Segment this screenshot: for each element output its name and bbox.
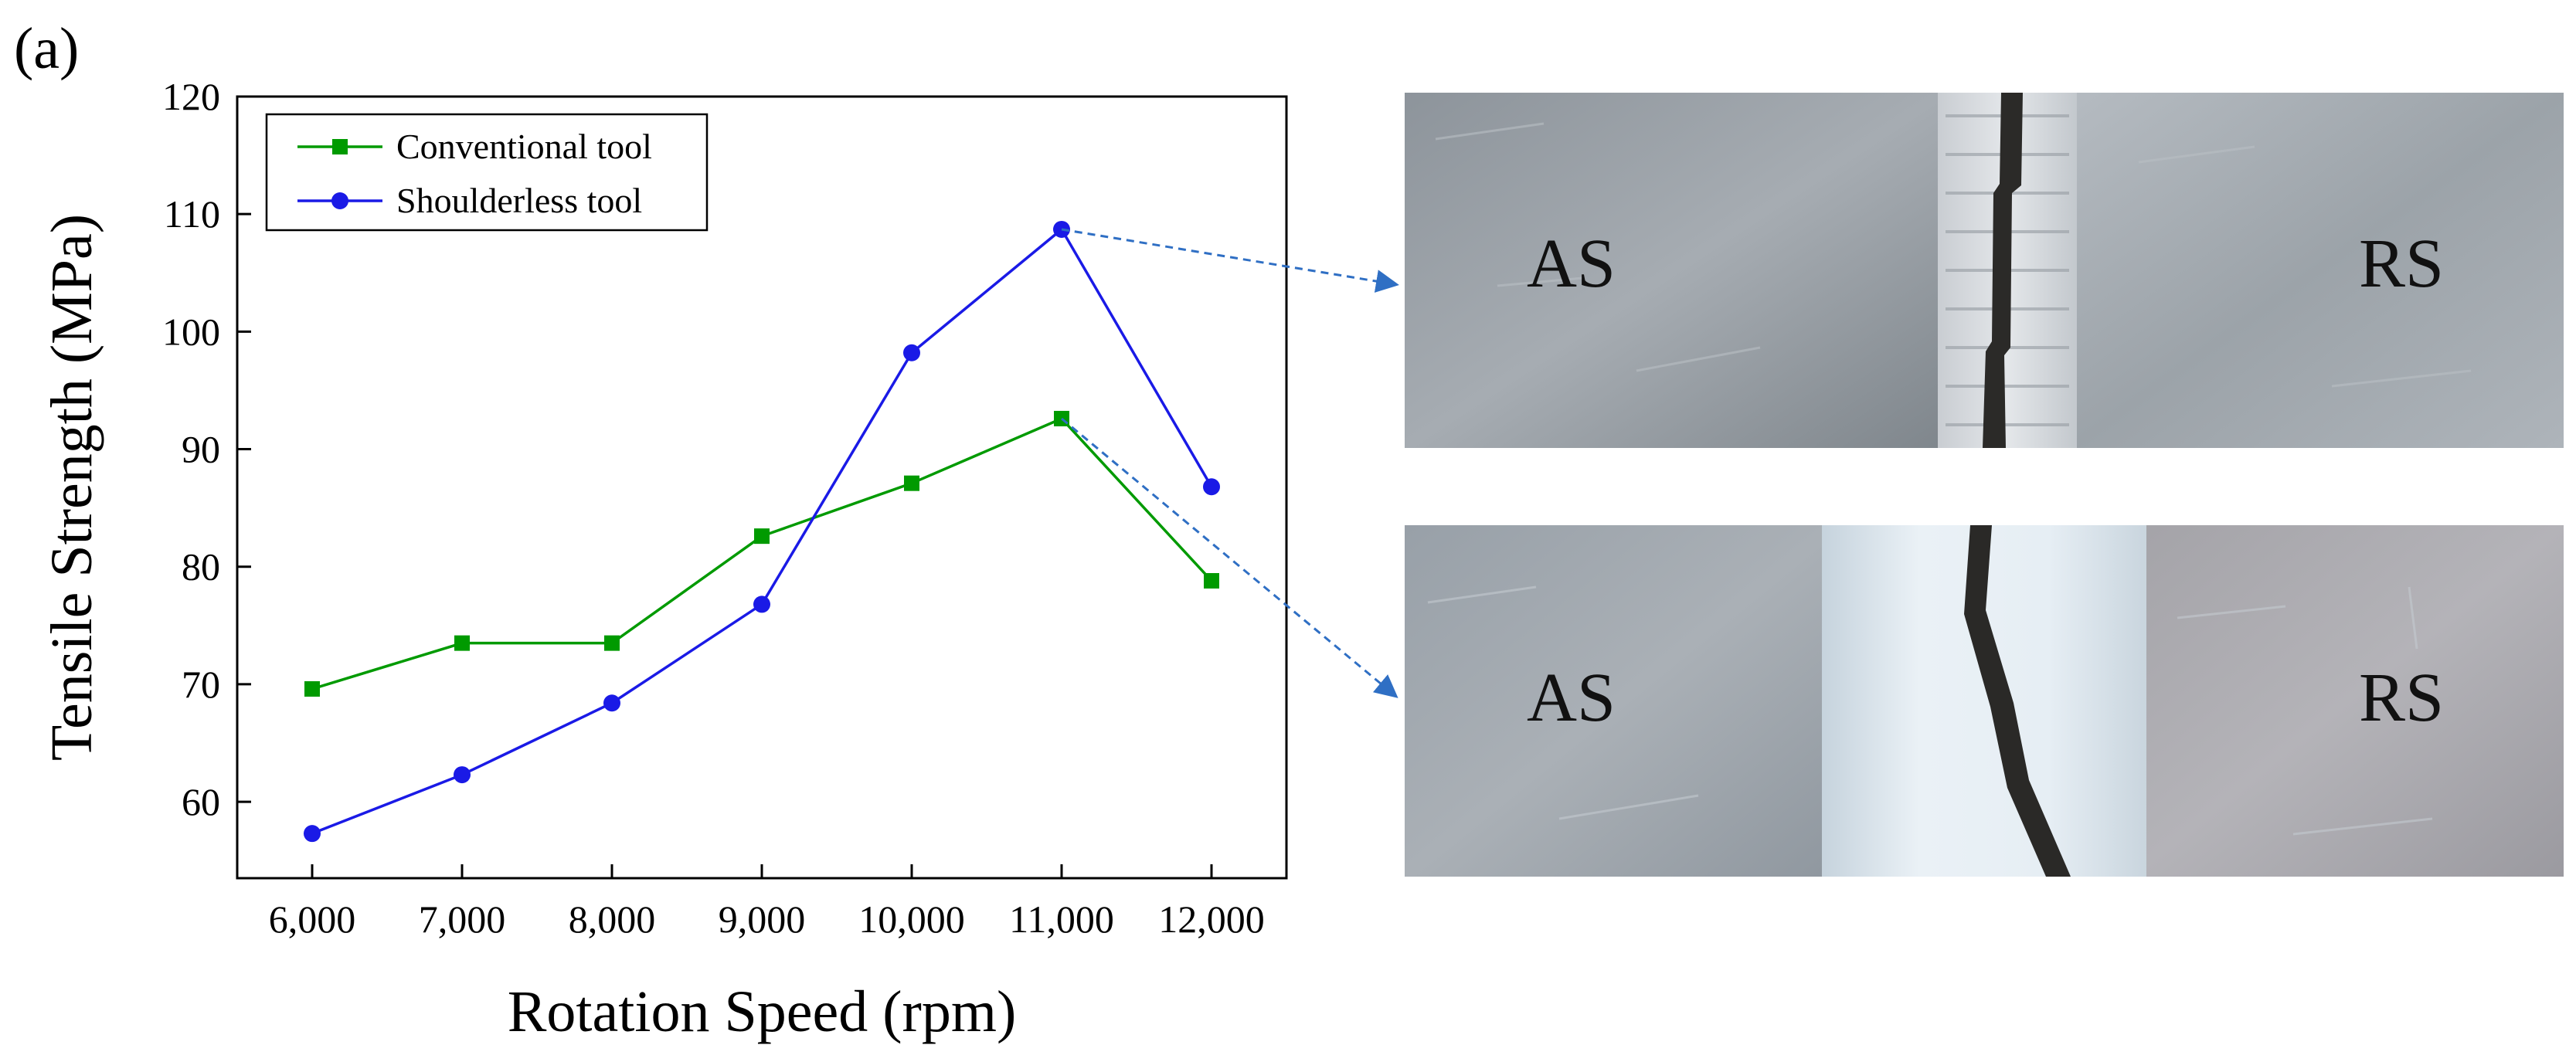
- legend-label: Conventional tool: [396, 127, 652, 166]
- data-point-conventional: [754, 528, 770, 545]
- y-tick-label: 70: [182, 663, 220, 706]
- y-tick-label: 60: [182, 780, 220, 823]
- arrow-to-bottom-photo: [1061, 417, 1398, 698]
- x-tick-label: 10,000: [858, 897, 965, 941]
- x-tick-label: 12,000: [1158, 897, 1265, 941]
- data-point-shoulderless: [603, 694, 620, 712]
- data-point-shoulderless: [454, 766, 471, 784]
- x-tick-label: 9,000: [719, 897, 806, 941]
- legend-marker-square: [332, 139, 348, 154]
- legend-box: [265, 113, 709, 232]
- y-tick-label: 120: [162, 75, 220, 118]
- legend-label: Shoulderless tool: [396, 181, 642, 220]
- legend-marker-circle: [331, 192, 348, 209]
- x-axis-label: Rotation Speed (rpm): [508, 979, 1017, 1044]
- x-tick-label: 11,000: [1009, 897, 1114, 941]
- series-line-conventional: [311, 416, 1213, 690]
- fracture-photo-bottom: AS RS: [1405, 525, 2564, 877]
- rs-label-top: RS: [2359, 226, 2445, 302]
- data-point-shoulderless: [903, 344, 920, 361]
- y-axis-label: Tensile Strength (MPa): [39, 214, 104, 761]
- x-tick-label: 8,000: [569, 897, 656, 941]
- y-tick-label: 80: [182, 545, 220, 589]
- y-tick-label: 90: [182, 428, 220, 471]
- x-tick-label: 7,000: [419, 897, 506, 941]
- data-point-shoulderless: [753, 595, 770, 613]
- panel-label: (a): [14, 16, 80, 81]
- as-label-top: AS: [1527, 226, 1616, 302]
- rs-label-bottom: RS: [2359, 660, 2445, 736]
- x-tick-label: 6,000: [269, 897, 356, 941]
- data-point-conventional: [304, 680, 320, 697]
- data-point-conventional: [604, 635, 620, 651]
- data-point-conventional: [1204, 572, 1219, 589]
- y-tick-label: 110: [164, 192, 220, 236]
- data-point-conventional: [454, 635, 470, 651]
- y-tick-label: 100: [162, 310, 220, 353]
- data-point-shoulderless: [1203, 478, 1220, 496]
- arrow-to-top-photo: [1061, 228, 1399, 293]
- fracture-photo-top: AS RS: [1405, 93, 2564, 448]
- data-point-shoulderless: [304, 825, 321, 843]
- as-label-bottom: AS: [1527, 660, 1616, 736]
- data-point-conventional: [904, 475, 919, 491]
